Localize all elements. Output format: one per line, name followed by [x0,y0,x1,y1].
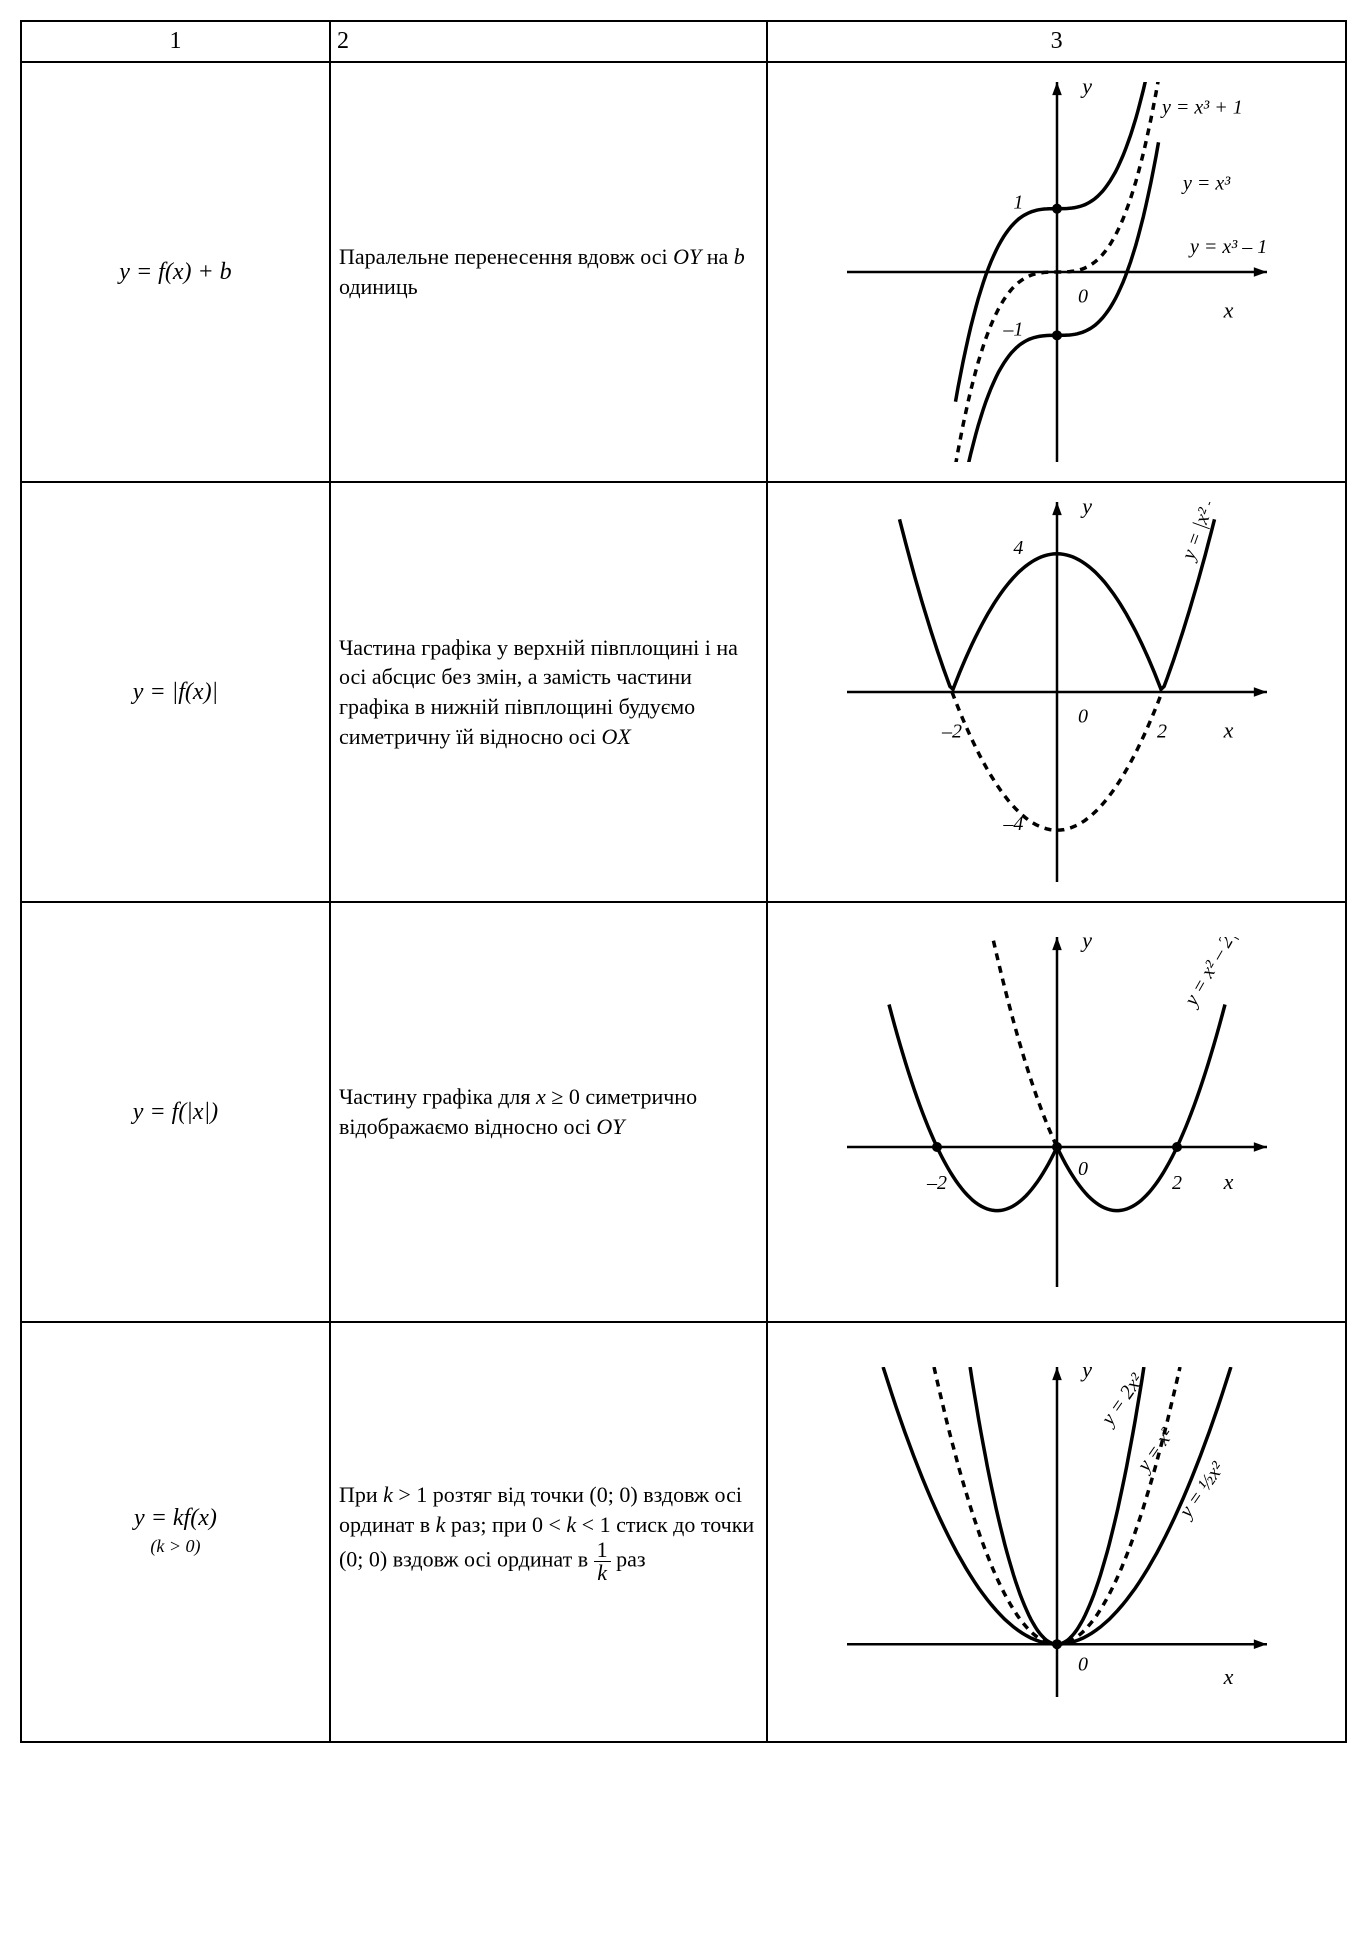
svg-text:y = x³ + 1: y = x³ + 1 [1160,97,1243,119]
svg-text:–1: –1 [1002,318,1023,340]
chart-svg: x y 0 y = 2x²y = x²y = ½x² [847,1367,1267,1697]
svg-text:1: 1 [1013,192,1023,214]
description-cell: Частина графіка у верхній півплощині і н… [330,482,767,902]
svg-text:y = |x² – 4|: y = |x² – 4| [1176,502,1228,564]
formula-cell: y = kf(x)(k > 0) [21,1322,330,1742]
table-row: y = kf(x)(k > 0)При k > 1 розтяг від точ… [21,1322,1346,1742]
description-cell: Частину графіка для x ≥ 0 симетрично від… [330,902,767,1322]
svg-text:y: y [1080,502,1092,518]
svg-text:x: x [1222,1169,1233,1194]
formula-cell: y = f(x) + b [21,62,330,482]
table-row: y = |f(x)|Частина графіка у верхній півп… [21,482,1346,902]
transformations-table: 1 2 3 y = f(x) + bПаралельне перенесення… [20,20,1347,1743]
header-1: 1 [21,21,330,62]
svg-text:2: 2 [1157,721,1167,743]
svg-text:x: x [1222,1664,1233,1689]
svg-text:0: 0 [1078,1654,1088,1676]
chart-cell: x y 0 –2 2 4 –4 y = |x² – 4| [767,482,1346,902]
svg-text:y = x³ – 1: y = x³ – 1 [1188,236,1267,258]
formula-cell: y = f(|x|) [21,902,330,1322]
table-row: y = f(x) + bПаралельне перенесення вдовж… [21,62,1346,482]
description-cell: При k > 1 розтяг від точки (0; 0) вздовж… [330,1322,767,1742]
svg-text:–4: –4 [1002,813,1023,835]
description-cell: Паралельне перенесення вдовж осі OY на b… [330,62,767,482]
svg-text:y = x² – 2|x|: y = x² – 2|x| [1179,937,1248,1011]
chart-svg: x y 0 1 –1 y = x³ + 1 y = x³ y = x³ – 1 [847,82,1267,462]
svg-text:y = ½x²: y = ½x² [1174,1457,1229,1523]
chart-svg: x y 0 –2 2 y = x² – 2|x| [847,937,1267,1287]
svg-text:–2: –2 [926,1172,947,1194]
svg-text:y: y [1080,1367,1092,1382]
chart-cell: x y 0 –2 2 y = x² – 2|x| [767,902,1346,1322]
svg-text:y: y [1080,82,1092,98]
svg-text:x: x [1222,718,1233,743]
svg-text:0: 0 [1078,285,1088,307]
formula-cell: y = |f(x)| [21,482,330,902]
table-row: y = f(|x|)Частину графіка для x ≥ 0 симе… [21,902,1346,1322]
chart-svg: x y 0 –2 2 4 –4 y = |x² – 4| [847,502,1267,882]
svg-text:y = 2x²: y = 2x² [1096,1369,1149,1431]
svg-text:0: 0 [1078,1158,1088,1180]
header-2: 2 [330,21,767,62]
svg-text:–2: –2 [941,721,962,743]
svg-text:2: 2 [1172,1172,1182,1194]
svg-text:4: 4 [1013,537,1023,559]
header-3: 3 [767,21,1346,62]
svg-text:y = x³: y = x³ [1181,173,1231,195]
chart-cell: x y 0 1 –1 y = x³ + 1 y = x³ y = x³ – 1 [767,62,1346,482]
svg-text:y: y [1080,937,1092,953]
header-row: 1 2 3 [21,21,1346,62]
svg-text:x: x [1222,298,1233,323]
svg-text:0: 0 [1078,705,1088,727]
svg-text:y = x²: y = x² [1132,1423,1179,1477]
chart-cell: x y 0 y = 2x²y = x²y = ½x² [767,1322,1346,1742]
